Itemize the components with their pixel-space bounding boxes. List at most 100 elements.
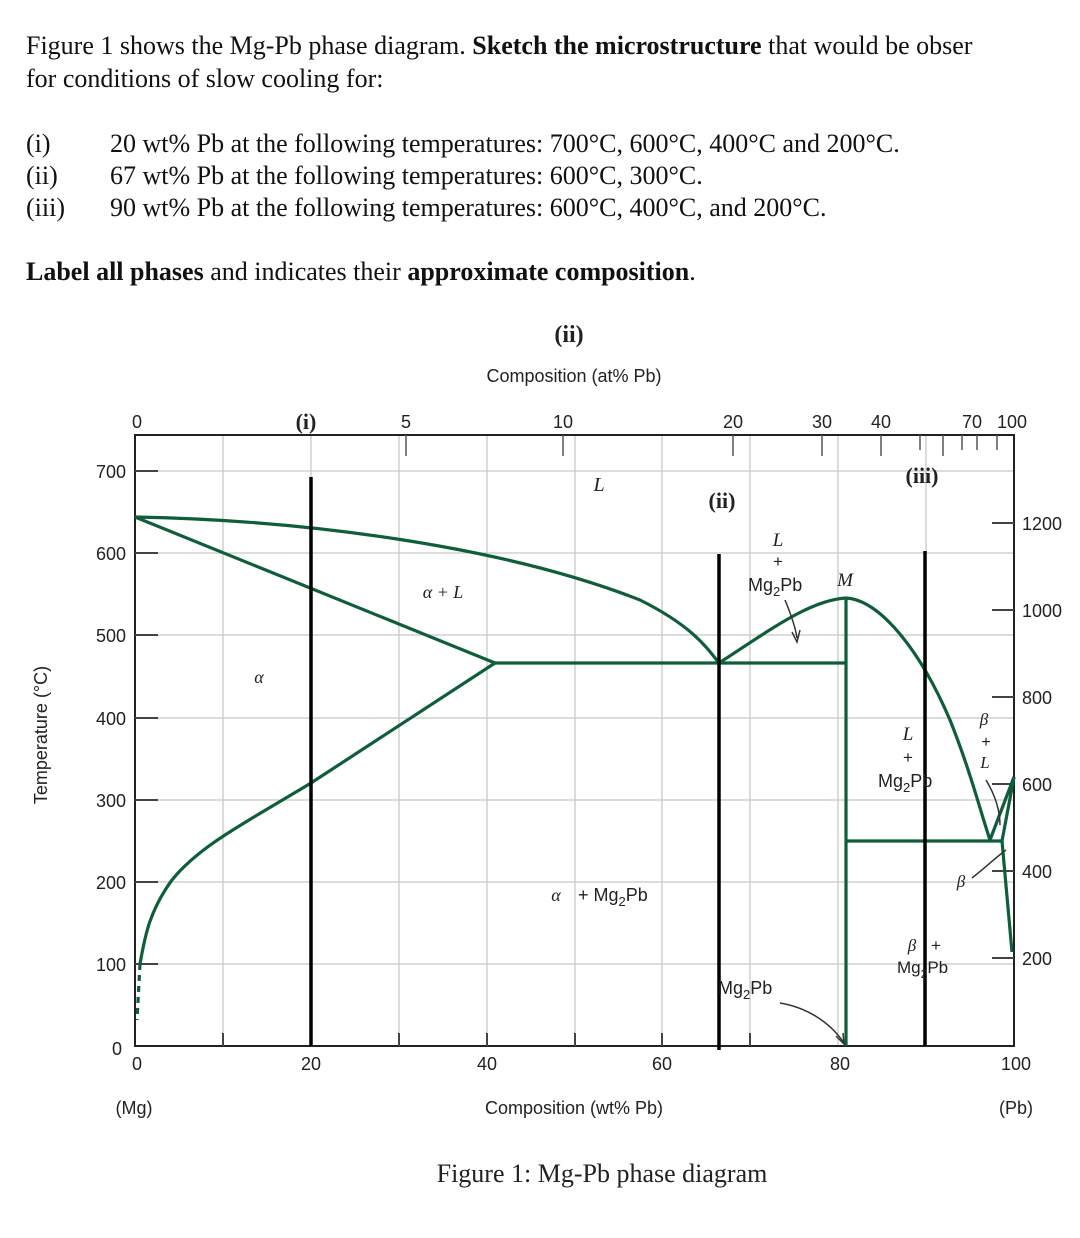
y-tick-label: 100 xyxy=(96,955,126,975)
grid-horizontal xyxy=(135,470,1014,965)
solvus-beta xyxy=(1000,840,1014,953)
question-number: (ii) xyxy=(26,161,58,190)
svg-text:α: α xyxy=(551,885,561,905)
y2-tick-label: 200 xyxy=(1022,949,1052,969)
question-text: 90 wt% Pb at the following temperatures:… xyxy=(110,193,827,222)
label-beta-plus-mg2pb: β + Mg2Pb xyxy=(897,936,948,981)
intro-text-end: that would be obser xyxy=(761,31,973,60)
arrow-beta xyxy=(971,849,1007,879)
instruction-bold-1: Label all phases xyxy=(26,257,204,286)
svg-text:Mg2Pb: Mg2Pb xyxy=(748,575,802,599)
figure-caption: Figure 1: Mg-Pb phase diagram xyxy=(437,1159,768,1188)
bottom-axis-title: Composition (wt% Pb) xyxy=(485,1098,663,1118)
liquidus-mg-side xyxy=(134,515,721,664)
question-i: (i) 20 wt% Pb at the following temperatur… xyxy=(26,128,900,160)
right-axis-labels: 1200 1000 800 600 400 200 xyxy=(1022,514,1062,969)
svg-text:β: β xyxy=(979,710,989,729)
x-tick-label: 100 xyxy=(1001,1054,1031,1074)
question-text: 67 wt% Pb at the following temperatures:… xyxy=(110,161,703,190)
question-number: (i) xyxy=(26,129,51,158)
x2-tick-label: 100 xyxy=(997,412,1027,432)
solvus-dashed xyxy=(135,963,142,1021)
svg-text:+ Mg2Pb: + Mg2Pb xyxy=(578,885,648,909)
label-alpha-plus-mg2pb: α + Mg2Pb xyxy=(551,885,648,909)
top-axis-labels: 0 5 10 20 30 40 70 100 xyxy=(132,412,1027,432)
intro-line-1: Figure 1 shows the Mg-Pb phase diagram. … xyxy=(26,30,972,62)
solvus-alpha xyxy=(138,661,496,965)
x-tick-label: 40 xyxy=(477,1054,497,1074)
intro-bold: Sketch the microstructure xyxy=(472,31,762,60)
y-tick-label: 600 xyxy=(96,544,126,564)
mg-end-label: (Mg) xyxy=(116,1098,153,1118)
instruction-bold-2: approximate composition xyxy=(407,257,690,286)
label-liquid-plus-mg2pb-right: L + Mg2Pb xyxy=(878,724,932,795)
y-tick-label: 500 xyxy=(96,626,126,646)
svg-text:+: + xyxy=(903,748,913,767)
x2-tick-label: 30 xyxy=(812,412,832,432)
question-iii: (iii) 90 wt% Pb at the following temperat… xyxy=(26,192,827,224)
label-alpha: α xyxy=(254,667,264,687)
question-text: 20 wt% Pb at the following temperatures:… xyxy=(110,129,900,158)
left-ticks xyxy=(135,470,158,965)
y2-tick-label: 400 xyxy=(1022,862,1052,882)
bottom-ticks xyxy=(222,1033,751,1046)
x-tick-label: 20 xyxy=(301,1054,321,1074)
arrow-mg2pb xyxy=(779,1002,845,1044)
x2-tick-label: 0 xyxy=(132,412,142,432)
svg-text:+: + xyxy=(981,734,990,751)
solidus-beta xyxy=(1000,776,1016,842)
question-number: (iii) xyxy=(26,193,65,222)
right-ticks xyxy=(992,522,1014,959)
svg-text:Mg2Pb: Mg2Pb xyxy=(718,978,772,1002)
marker-i: (i) xyxy=(296,409,317,434)
label-liquid: L xyxy=(592,474,604,496)
svg-text:+: + xyxy=(773,552,783,571)
grid-vertical xyxy=(222,435,927,1046)
y2-tick-label: 600 xyxy=(1022,775,1052,795)
svg-text:L: L xyxy=(772,530,784,551)
left-axis-title: Temperature (°C) xyxy=(31,666,51,804)
marker-iii: (iii) xyxy=(906,463,939,488)
svg-text:Mg2Pb: Mg2Pb xyxy=(878,771,932,795)
label-liquid-plus-mg2pb-left: L + Mg2Pb xyxy=(748,530,802,599)
svg-text:L: L xyxy=(979,753,989,772)
y-tick-label: 700 xyxy=(96,462,126,482)
y-tick-label: 0 xyxy=(112,1039,122,1059)
left-axis-labels: 700 600 500 400 300 200 100 0 xyxy=(96,462,126,1059)
instruction: Label all phases and indicates their app… xyxy=(26,256,696,288)
svg-text:β: β xyxy=(907,936,917,955)
marker-ii: (ii) xyxy=(709,488,736,513)
y2-tick-label: 1200 xyxy=(1022,514,1062,534)
liquidus-pb xyxy=(988,776,1016,841)
intro-text: Figure 1 shows the Mg-Pb phase diagram. xyxy=(26,31,473,60)
x2-tick-label: 40 xyxy=(871,412,891,432)
composition-lines xyxy=(309,477,927,1050)
label-alpha-plus-liquid: α + L xyxy=(423,582,464,602)
y-tick-label: 400 xyxy=(96,709,126,729)
x2-tick-label: 5 xyxy=(401,412,411,432)
y2-tick-label: 800 xyxy=(1022,688,1052,708)
label-M: M xyxy=(836,570,854,591)
pb-end-label: (Pb) xyxy=(999,1098,1033,1118)
arrow-beta-liquid xyxy=(985,779,1001,826)
top-axis-title: Composition (at% Pb) xyxy=(486,366,661,386)
instruction-end: . xyxy=(689,257,696,286)
svg-text:+: + xyxy=(931,936,941,955)
bottom-axis-labels: 0 20 40 60 80 100 xyxy=(132,1054,1031,1074)
x-tick-label: 60 xyxy=(652,1054,672,1074)
phase-boundaries xyxy=(134,515,1016,1046)
liquidus-mg2pb-right xyxy=(845,596,992,841)
y-tick-label: 300 xyxy=(96,791,126,811)
label-mg2pb-compound: Mg2Pb xyxy=(718,978,772,1002)
x-tick-label: 80 xyxy=(830,1054,850,1074)
x2-tick-label: 10 xyxy=(553,412,573,432)
label-beta: β xyxy=(956,872,966,891)
svg-text:L: L xyxy=(902,724,914,745)
top-ticks xyxy=(405,435,998,456)
question-ii: (ii) 67 wt% Pb at the following temperatu… xyxy=(26,160,703,192)
marker-ii-top: (ii) xyxy=(554,322,583,348)
y-tick-label: 200 xyxy=(96,873,126,893)
solidus-alpha xyxy=(134,515,496,665)
label-beta-plus-liquid: β + L xyxy=(979,710,991,772)
